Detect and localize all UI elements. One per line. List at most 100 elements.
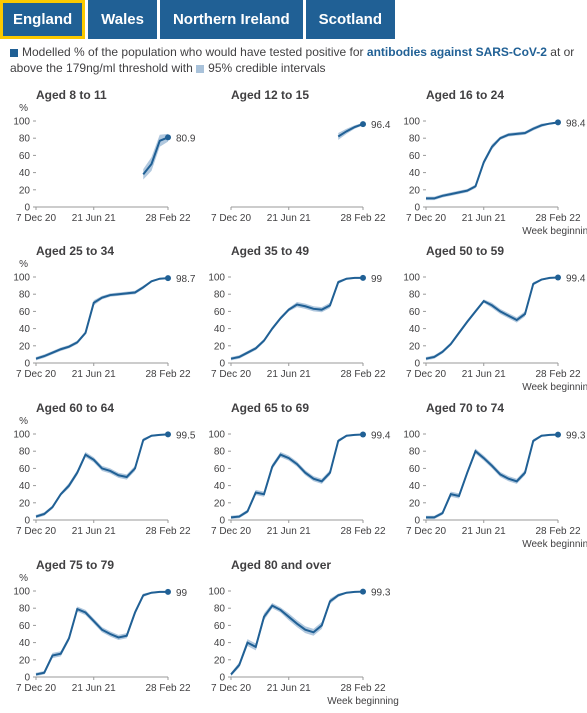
y-tick-label: 20 bbox=[214, 498, 226, 509]
line bbox=[35, 590, 168, 676]
y-tick-label: 60 bbox=[214, 621, 226, 632]
y-tick-label: 0 bbox=[219, 516, 225, 527]
y-unit: % bbox=[19, 573, 28, 584]
y-tick-label: 100 bbox=[208, 430, 225, 441]
panel-title: Aged 8 to 11 bbox=[36, 88, 107, 102]
y-unit: % bbox=[19, 259, 28, 270]
y-tick-label: 40 bbox=[214, 481, 226, 492]
end-point bbox=[165, 275, 171, 282]
tab[interactable]: Scotland bbox=[305, 0, 395, 39]
y-unit: % bbox=[19, 416, 28, 427]
end-label: 99.3 bbox=[566, 431, 586, 442]
line bbox=[230, 276, 363, 360]
line bbox=[425, 276, 559, 360]
x-tick-label: 28 Feb 22 bbox=[340, 683, 385, 694]
end-label: 99.5 bbox=[176, 430, 196, 441]
y-tick-label: 100 bbox=[208, 273, 225, 284]
credible-band bbox=[231, 277, 363, 361]
y-tick-label: 80 bbox=[409, 290, 421, 301]
y-tick-label: 60 bbox=[409, 464, 421, 475]
tab[interactable]: Wales bbox=[88, 0, 157, 39]
y-tick-label: 100 bbox=[13, 273, 30, 284]
credible-band bbox=[36, 591, 168, 677]
end-label: 99.3 bbox=[371, 588, 391, 599]
line bbox=[426, 433, 559, 519]
panel: Aged 80 and over 0 20 40 60 80 100 7 Dec 20 21 J… bbox=[208, 558, 398, 707]
y-tick-label: 60 bbox=[19, 151, 31, 162]
y-tick-label: 0 bbox=[24, 516, 30, 527]
y-tick-label: 100 bbox=[403, 273, 420, 284]
credible-band bbox=[231, 434, 363, 520]
credible-band bbox=[426, 434, 558, 520]
x-tick-label: 21 Jun 21 bbox=[72, 526, 116, 537]
y-tick-label: 100 bbox=[403, 117, 420, 128]
y-tick-label: 40 bbox=[19, 324, 31, 335]
credible-band bbox=[36, 434, 168, 519]
line bbox=[230, 590, 364, 676]
y-tick-label: 0 bbox=[414, 516, 420, 527]
x-axis-label: Week beginning bbox=[522, 226, 587, 237]
y-tick-label: 0 bbox=[24, 359, 30, 370]
y-tick-label: 80 bbox=[409, 134, 421, 145]
x-tick-label: 28 Feb 22 bbox=[145, 683, 190, 694]
panel-title: Aged 70 to 74 bbox=[426, 401, 504, 415]
y-tick-label: 0 bbox=[24, 673, 30, 684]
x-tick-label: 7 Dec 20 bbox=[211, 369, 251, 380]
end-label: 99.4 bbox=[371, 431, 391, 442]
line bbox=[337, 123, 364, 138]
y-tick-label: 20 bbox=[19, 655, 31, 666]
y-tick-label: 60 bbox=[409, 151, 421, 162]
end-label: 80.9 bbox=[176, 133, 196, 144]
y-tick-label: 0 bbox=[219, 359, 225, 370]
end-label: 99 bbox=[371, 274, 383, 285]
line bbox=[230, 433, 364, 519]
panel: Aged 16 to 24 0 20 40 60 80 100 7 Dec 20 21 Jun … bbox=[403, 88, 587, 237]
y-tick-label: 100 bbox=[13, 117, 30, 128]
y-tick-label: 0 bbox=[219, 673, 225, 684]
y-tick-label: 80 bbox=[214, 290, 226, 301]
end-point bbox=[555, 119, 561, 126]
panel-title: Aged 25 to 34 bbox=[36, 244, 114, 258]
y-tick-label: 60 bbox=[409, 307, 421, 318]
panel-title: Aged 75 to 79 bbox=[36, 558, 114, 572]
tabs: England Wales Northern Ireland Scotland bbox=[0, 0, 395, 39]
legend-bold: antibodies against SARS-CoV-2 bbox=[366, 45, 547, 59]
panel: Aged 60 to 64% 0 20 40 60 80 100 7 Dec 20 21 Jun… bbox=[13, 401, 196, 537]
x-tick-label: 7 Dec 20 bbox=[211, 526, 251, 537]
legend: Modelled % of the population who would h… bbox=[10, 44, 575, 76]
line-swatch bbox=[10, 48, 18, 57]
y-tick-label: 20 bbox=[409, 341, 421, 352]
legend-band: 95% credible intervals bbox=[208, 61, 326, 75]
y-tick-label: 20 bbox=[214, 341, 226, 352]
tab[interactable]: England bbox=[0, 0, 86, 39]
line bbox=[35, 433, 169, 518]
y-tick-label: 80 bbox=[19, 290, 31, 301]
y-tick-label: 40 bbox=[409, 324, 421, 335]
panel: Aged 8 to 11% 0 20 40 60 80 100 7 Dec 20 21 Jun … bbox=[13, 88, 196, 224]
y-tick-label: 0 bbox=[414, 359, 420, 370]
y-tick-label: 60 bbox=[214, 307, 226, 318]
end-point bbox=[555, 274, 561, 281]
panel: Aged 35 to 49 0 20 40 60 80 100 7 Dec 20 21 Jun … bbox=[208, 244, 386, 380]
y-tick-label: 80 bbox=[19, 447, 31, 458]
x-tick-label: 28 Feb 22 bbox=[145, 526, 190, 537]
x-tick-label: 7 Dec 20 bbox=[211, 213, 251, 224]
y-unit: % bbox=[19, 103, 28, 114]
panel-title: Aged 16 to 24 bbox=[426, 88, 504, 102]
y-tick-label: 100 bbox=[403, 430, 420, 441]
x-tick-label: 28 Feb 22 bbox=[535, 213, 580, 224]
y-tick-label: 0 bbox=[24, 203, 30, 214]
panel-title: Aged 65 to 69 bbox=[231, 401, 309, 415]
end-point bbox=[360, 431, 366, 438]
x-tick-label: 7 Dec 20 bbox=[406, 213, 446, 224]
y-tick-label: 80 bbox=[19, 134, 31, 145]
panel: Aged 50 to 59 0 20 40 60 80 100 7 Dec 20 21 Jun … bbox=[403, 244, 587, 393]
x-tick-label: 21 Jun 21 bbox=[267, 369, 311, 380]
x-tick-label: 21 Jun 21 bbox=[267, 213, 311, 224]
tab[interactable]: Northern Ireland bbox=[159, 0, 303, 39]
end-label: 99 bbox=[176, 588, 188, 599]
x-tick-label: 7 Dec 20 bbox=[16, 683, 56, 694]
y-tick-label: 20 bbox=[409, 498, 421, 509]
